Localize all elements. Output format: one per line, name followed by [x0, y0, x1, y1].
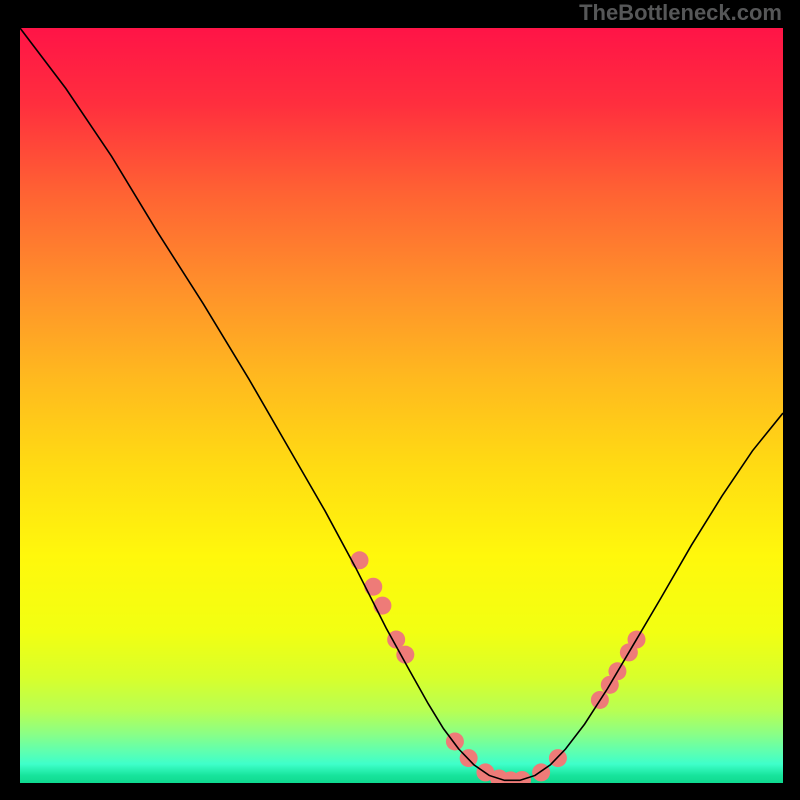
data-marker	[396, 646, 414, 664]
marker-group	[351, 551, 646, 783]
data-marker	[351, 551, 369, 569]
watermark-text: TheBottleneck.com	[579, 0, 782, 26]
chart-frame: TheBottleneck.com	[0, 0, 800, 800]
plot-area	[20, 28, 783, 783]
bottleneck-curve	[20, 28, 783, 780]
curve-layer	[20, 28, 783, 783]
data-marker	[373, 597, 391, 615]
data-marker	[364, 578, 382, 596]
